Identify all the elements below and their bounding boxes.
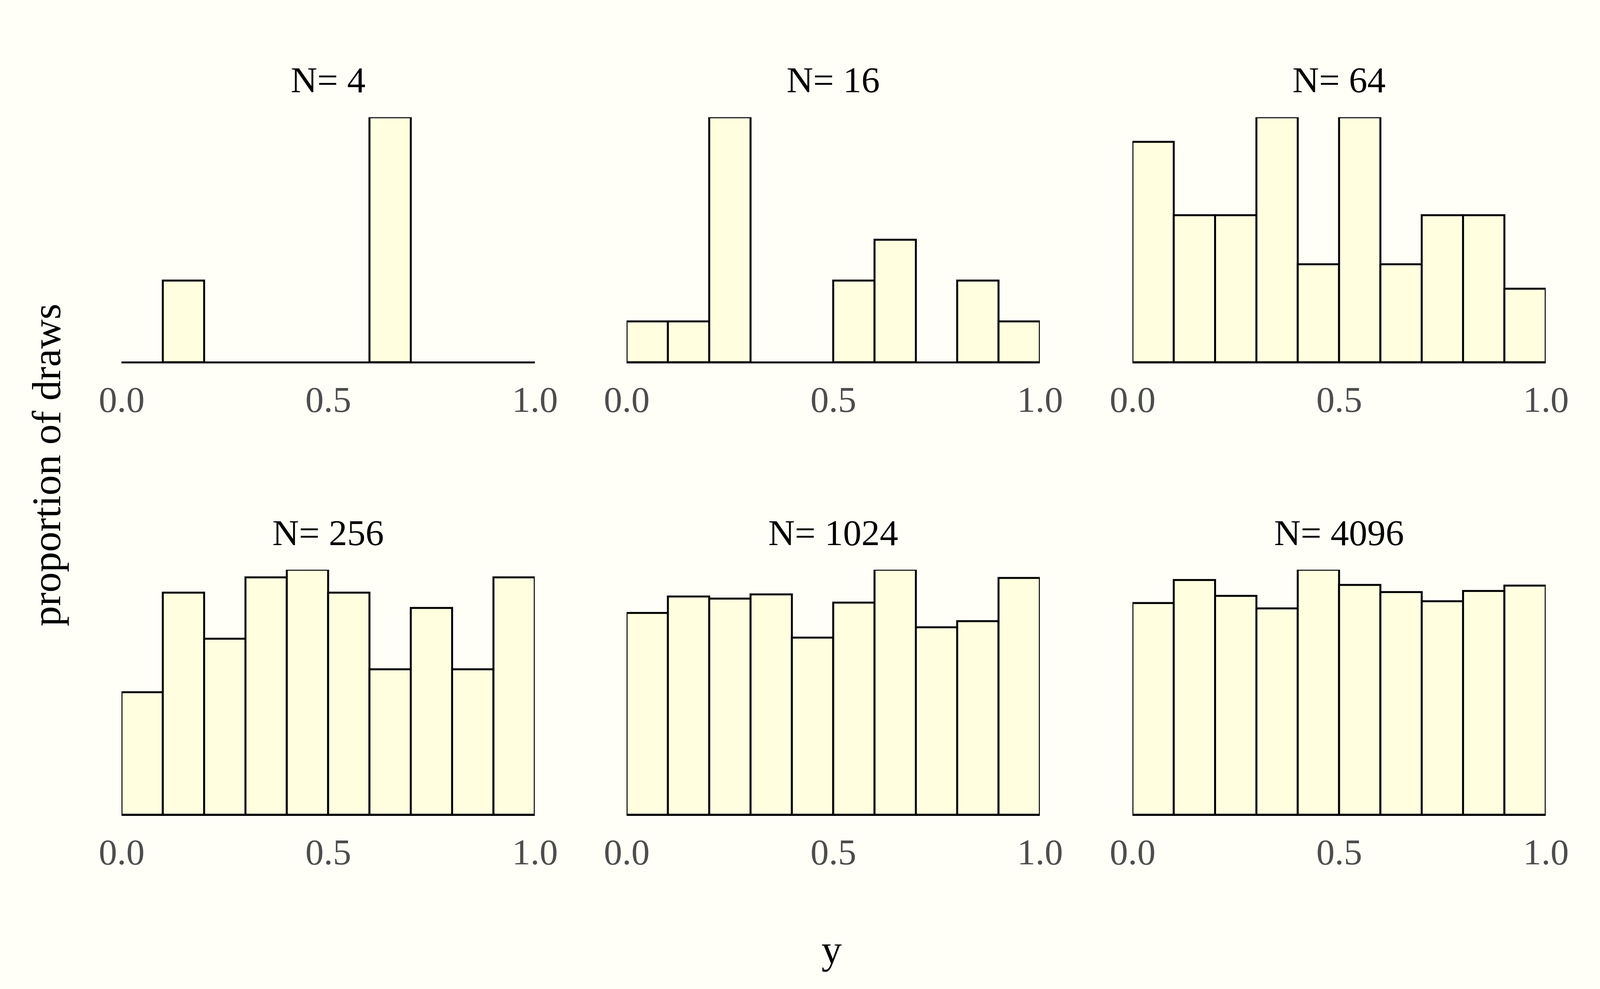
- html-text:N= 256: N= 256: [272, 512, 384, 553]
- svg-text:1.0: 1.0: [1017, 831, 1064, 872]
- svg-text:0.0: 0.0: [1109, 831, 1156, 872]
- svg-text:0.0: 0.0: [98, 831, 145, 872]
- svg-text:1.0: 1.0: [1017, 378, 1064, 420]
- svg-text:0.5: 0.5: [305, 831, 352, 872]
- html-text:N= 4096: N= 4096: [1274, 512, 1404, 553]
- svg-text:0.5: 0.5: [1316, 831, 1363, 872]
- html-text:N= 1024: N= 1024: [768, 512, 899, 553]
- svg-text:0.5: 0.5: [810, 378, 857, 420]
- svg-text:0.0: 0.0: [98, 378, 145, 420]
- svg-text:0.0: 0.0: [603, 378, 650, 420]
- svg-text:0.0: 0.0: [1109, 378, 1156, 420]
- html-text:proportion of draws: proportion of draws: [23, 303, 69, 627]
- html-text:N= 4: N= 4: [290, 59, 366, 100]
- html-text:N= 16: N= 16: [786, 59, 880, 100]
- svg-text:1.0: 1.0: [1523, 378, 1570, 420]
- html-text:N= 64: N= 64: [1292, 59, 1386, 100]
- svg-text:1.0: 1.0: [512, 831, 559, 872]
- svg-text:1.0: 1.0: [1523, 831, 1570, 872]
- svg-text:0.5: 0.5: [1316, 378, 1363, 420]
- svg-text:0.0: 0.0: [603, 831, 650, 872]
- svg-text:1.0: 1.0: [512, 378, 559, 420]
- svg-text:0.5: 0.5: [305, 378, 352, 420]
- html-text:y: y: [821, 926, 842, 972]
- svg-text:0.5: 0.5: [810, 831, 857, 872]
